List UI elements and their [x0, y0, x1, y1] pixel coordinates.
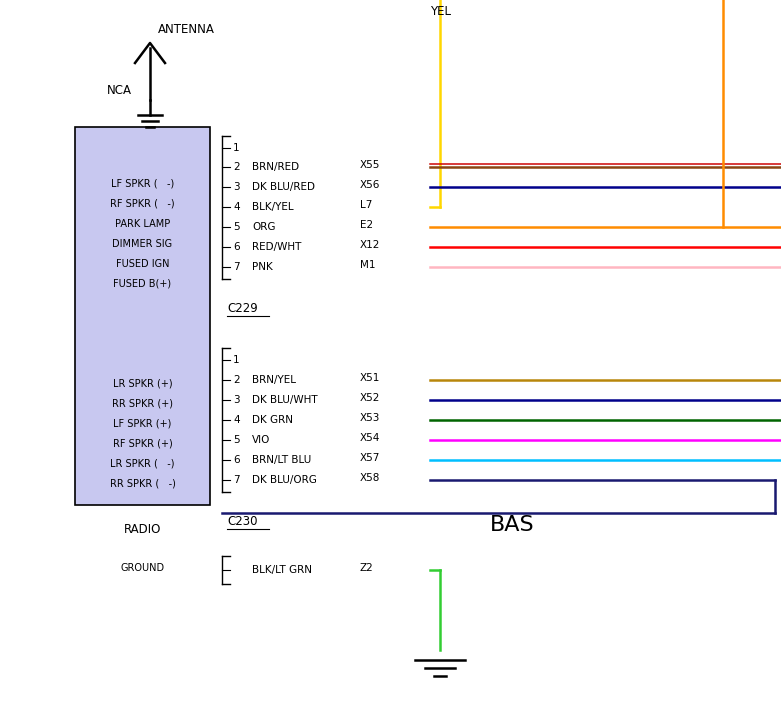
- Text: 5: 5: [233, 222, 240, 232]
- Text: X56: X56: [360, 180, 380, 190]
- Text: X58: X58: [360, 473, 380, 483]
- Text: 3: 3: [233, 395, 240, 405]
- Text: FUSED B(+): FUSED B(+): [113, 279, 172, 289]
- Text: X54: X54: [360, 433, 380, 443]
- Text: 2: 2: [233, 375, 240, 385]
- Text: BRN/RED: BRN/RED: [252, 162, 299, 172]
- Text: GROUND: GROUND: [120, 563, 165, 573]
- Text: 3: 3: [233, 182, 240, 192]
- Text: 2: 2: [233, 162, 240, 172]
- Bar: [75, 127, 210, 505]
- Text: 1: 1: [233, 355, 240, 365]
- Text: DIMMER SIG: DIMMER SIG: [112, 239, 173, 249]
- Text: 4: 4: [233, 202, 240, 212]
- Text: ORG: ORG: [252, 222, 276, 232]
- Text: ANTENNA: ANTENNA: [158, 23, 215, 36]
- Text: FUSED IGN: FUSED IGN: [116, 259, 169, 269]
- Text: BLK/LT GRN: BLK/LT GRN: [252, 565, 312, 575]
- Text: PNK: PNK: [252, 262, 273, 272]
- Text: 4: 4: [233, 415, 240, 425]
- Text: 6: 6: [233, 455, 240, 465]
- Text: BLK/YEL: BLK/YEL: [252, 202, 294, 212]
- Text: LR SPKR (+): LR SPKR (+): [112, 378, 173, 388]
- Text: DK GRN: DK GRN: [252, 415, 293, 425]
- Text: BAS: BAS: [490, 515, 535, 535]
- Text: DK BLU/RED: DK BLU/RED: [252, 182, 315, 192]
- Text: C229: C229: [227, 302, 258, 315]
- Text: 6: 6: [233, 242, 240, 252]
- Text: RED/WHT: RED/WHT: [252, 242, 301, 252]
- Text: PARK LAMP: PARK LAMP: [115, 219, 170, 229]
- Text: 7: 7: [233, 262, 240, 272]
- Text: NCA: NCA: [107, 84, 132, 97]
- Text: 7: 7: [233, 475, 240, 485]
- Text: VIO: VIO: [252, 435, 270, 445]
- Text: M1: M1: [360, 260, 376, 270]
- Text: X53: X53: [360, 413, 380, 423]
- Text: X12: X12: [360, 240, 380, 250]
- Text: BRN/LT BLU: BRN/LT BLU: [252, 455, 312, 465]
- Text: X52: X52: [360, 393, 380, 403]
- Text: DK BLU/WHT: DK BLU/WHT: [252, 395, 318, 405]
- Text: DK BLU/ORG: DK BLU/ORG: [252, 475, 317, 485]
- Text: 1: 1: [233, 143, 240, 153]
- Text: RR SPKR (+): RR SPKR (+): [112, 398, 173, 408]
- Text: Z2: Z2: [360, 563, 374, 573]
- Text: L7: L7: [360, 200, 373, 210]
- Text: RF SPKR (+): RF SPKR (+): [112, 438, 173, 448]
- Text: YEL: YEL: [430, 5, 451, 18]
- Text: LR SPKR (   -): LR SPKR ( -): [110, 458, 175, 468]
- Text: BRN/YEL: BRN/YEL: [252, 375, 296, 385]
- Text: 5: 5: [233, 435, 240, 445]
- Text: LF SPKR (   -): LF SPKR ( -): [111, 178, 174, 188]
- Text: X55: X55: [360, 160, 380, 170]
- Text: E2: E2: [360, 220, 373, 230]
- Text: X51: X51: [360, 373, 380, 383]
- Text: LF SPKR (+): LF SPKR (+): [113, 418, 172, 428]
- Text: RR SPKR (   -): RR SPKR ( -): [109, 478, 176, 488]
- Text: C230: C230: [227, 515, 258, 528]
- Text: RF SPKR (   -): RF SPKR ( -): [110, 198, 175, 208]
- Text: RADIO: RADIO: [124, 523, 161, 536]
- Text: X57: X57: [360, 453, 380, 463]
